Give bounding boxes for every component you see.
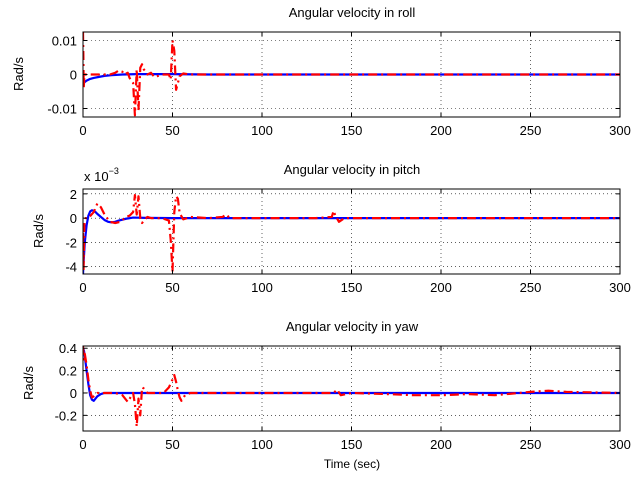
x-tick-label: 100 (251, 280, 273, 295)
subplot-title: Angular velocity in roll (289, 5, 416, 20)
x-tick-label: 50 (165, 123, 179, 138)
y-tick-labels: -4 -2 0 2 (65, 187, 77, 275)
series-line-dashdot (83, 32, 620, 117)
x-tick-label: 50 (165, 437, 179, 452)
y-tick-label: -0.01 (47, 102, 77, 117)
y-tick-labels: -0.2 0 0.2 0.4 (55, 341, 77, 423)
x-tick-label: 200 (430, 280, 452, 295)
subplot-yaw: Angular velocity in yaw Rad/s Time (sec)… (21, 319, 631, 471)
series-line-dashdot (83, 193, 620, 273)
subplot-roll: Angular velocity in roll Rad/s 0 50 100 150… (11, 5, 631, 138)
axes-box (82, 188, 621, 275)
axes-box (82, 345, 621, 432)
y-tick-label: 2 (70, 187, 77, 202)
x-tick-label: 100 (251, 123, 273, 138)
gridlines (83, 189, 620, 274)
x-tick-label: 300 (609, 123, 631, 138)
subplot-pitch: Angular velocity in pitch x 10−3 Rad/s 0… (31, 162, 631, 295)
x-tick-label: 200 (430, 123, 452, 138)
x-tick-label: 100 (251, 437, 273, 452)
y-tick-label: 0.01 (52, 34, 77, 49)
x-tick-label: 300 (609, 280, 631, 295)
exponent-label: x 10−3 (84, 166, 119, 184)
x-tick-label: 300 (609, 437, 631, 452)
x-tick-label: 50 (165, 280, 179, 295)
x-tick-label: 250 (520, 437, 542, 452)
x-tick-labels: 0 50 100 150 200 250 300 (79, 280, 630, 295)
y-axis-label: Rad/s (21, 366, 36, 400)
exponent-power: −3 (109, 166, 119, 176)
gridlines (83, 346, 620, 431)
subplot-title: Angular velocity in pitch (284, 162, 421, 177)
y-tick-label: 0.4 (59, 341, 77, 356)
data-series (83, 32, 620, 117)
subplot-title: Angular velocity in yaw (286, 319, 419, 334)
y-tick-label: 0 (70, 68, 77, 83)
y-tick-label: 0 (70, 386, 77, 401)
y-tick-labels: -0.01 0 0.01 (47, 34, 77, 117)
x-tick-label: 0 (79, 437, 86, 452)
axes-box (82, 31, 621, 118)
x-tick-label: 250 (520, 280, 542, 295)
x-tick-labels: 0 50 100 150 200 250 300 (79, 437, 630, 452)
x-tick-label: 0 (79, 123, 86, 138)
y-tick-label: -2 (65, 235, 77, 250)
x-tick-label: 150 (341, 123, 363, 138)
x-tick-label: 250 (520, 123, 542, 138)
data-series (83, 193, 620, 274)
y-axis-label: Rad/s (31, 214, 46, 248)
x-tick-label: 0 (79, 280, 86, 295)
y-tick-label: 0 (70, 211, 77, 226)
series-line-solid (83, 209, 620, 274)
data-series (83, 346, 620, 428)
x-tick-label: 150 (341, 280, 363, 295)
x-tick-label: 150 (341, 437, 363, 452)
y-axis-label: Rad/s (11, 57, 26, 91)
x-tick-labels: 0 50 100 150 200 250 300 (79, 123, 630, 138)
x-tick-label: 200 (430, 437, 452, 452)
y-tick-label: -4 (65, 260, 77, 275)
x-axis-label: Time (sec) (324, 457, 380, 471)
y-tick-label: -0.2 (55, 408, 77, 423)
y-tick-label: 0.2 (59, 364, 77, 379)
exponent-base: x 10 (84, 169, 109, 184)
series-line-dashdot (83, 346, 620, 428)
